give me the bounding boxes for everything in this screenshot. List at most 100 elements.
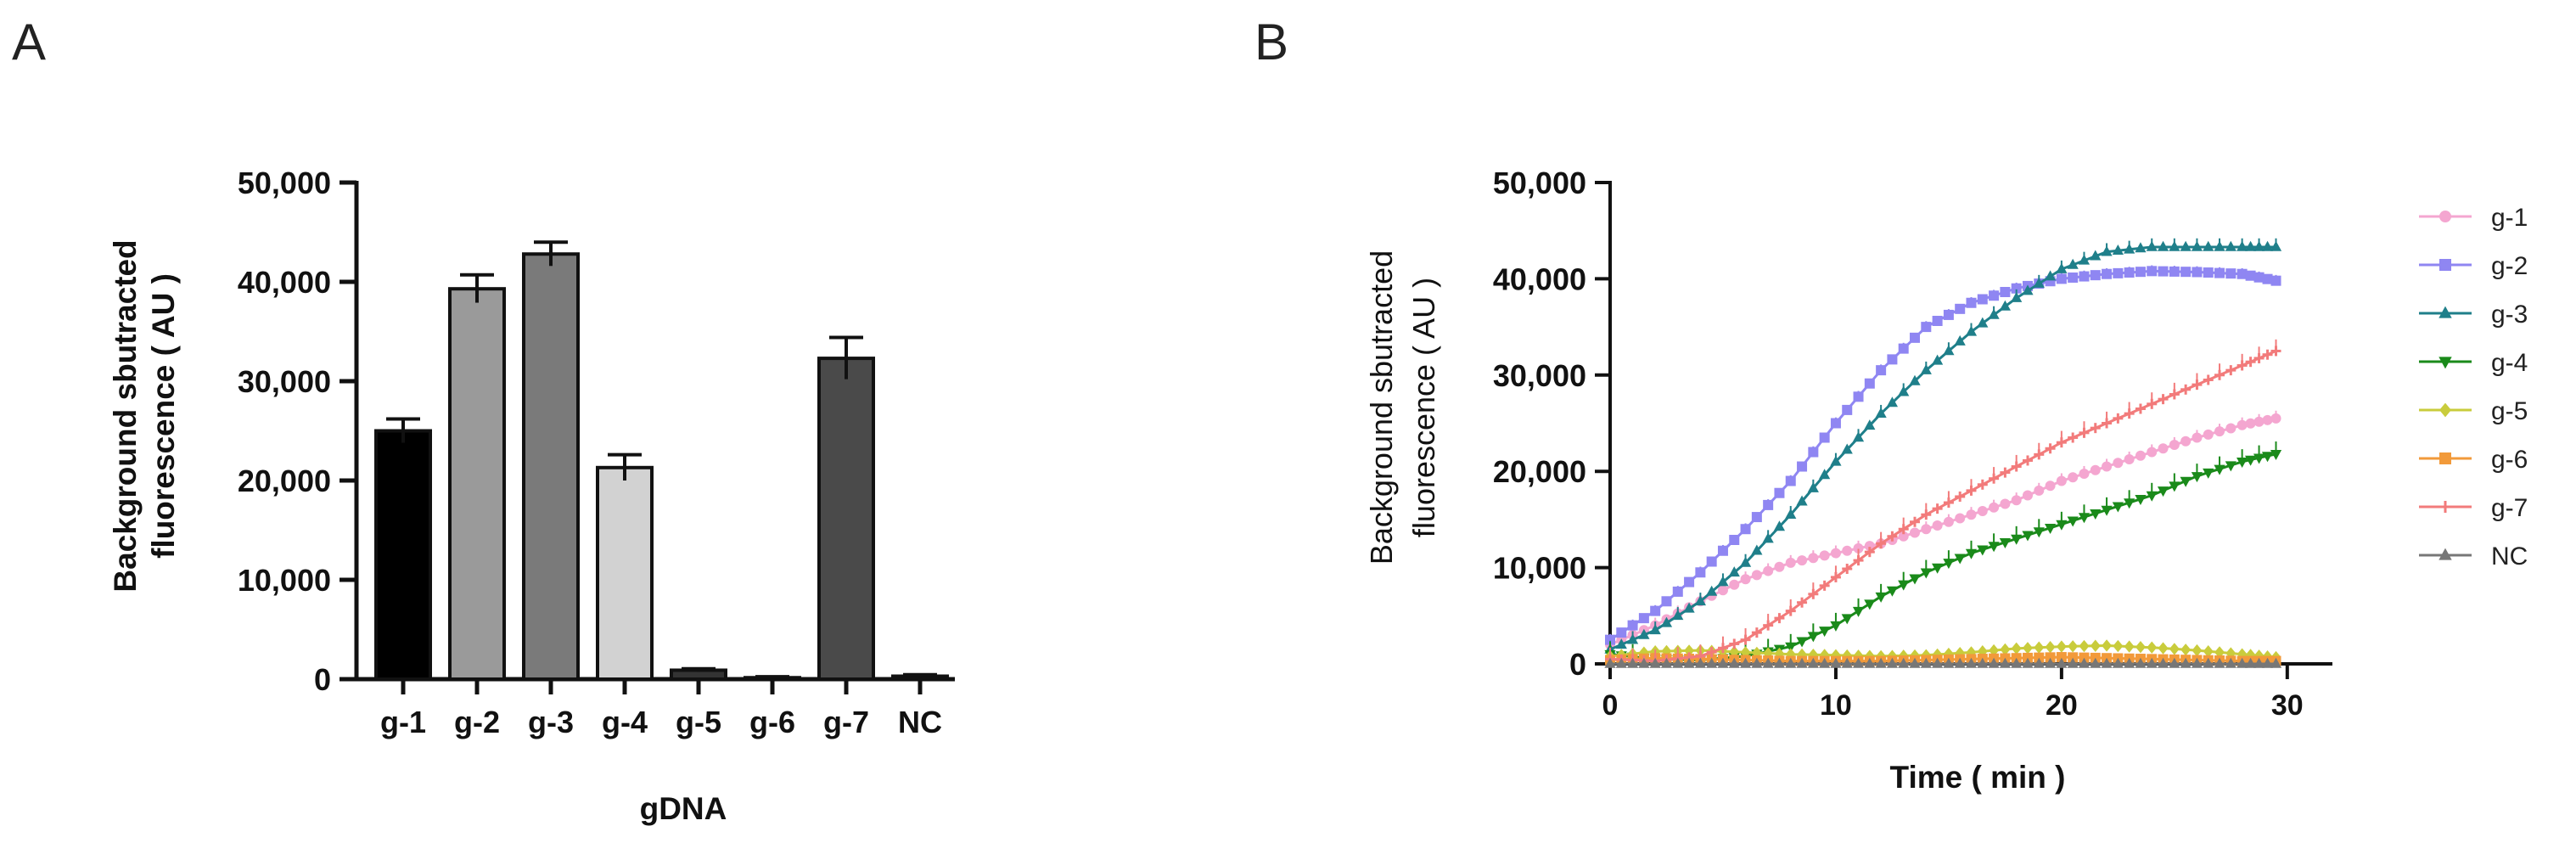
series-point-g-1 [1910, 527, 1921, 538]
series-point-g-2 [1876, 365, 1887, 376]
series-point-g-6 [2079, 652, 2090, 663]
series-point-NC [1886, 657, 1899, 668]
series-point-NC [1604, 657, 1616, 668]
bar-chart-ytick-label: 10,000 [238, 563, 331, 598]
series-point-NC [1717, 657, 1729, 668]
series-point-g-2 [2113, 267, 2124, 278]
series-point-g-2 [2079, 271, 2090, 282]
series-point-g-7 [1966, 485, 1977, 496]
series-point-g-2 [1808, 447, 1819, 458]
series-point-g-2 [2102, 268, 2113, 279]
series-point-g-4 [2261, 452, 2274, 463]
series-point-NC [2169, 657, 2180, 668]
series-point-g-7 [1864, 547, 1875, 558]
series-point-g-1 [2203, 429, 2214, 440]
series-point-g-1 [2253, 416, 2265, 427]
series-point-g-4 [2203, 468, 2214, 479]
series-point-g-5 [1684, 644, 1695, 657]
series-point-g-1 [1774, 561, 1785, 572]
legend-label: g-5 [2491, 397, 2528, 425]
series-point-g-2 [1729, 534, 1740, 545]
series-point-g-4 [1875, 592, 1887, 603]
series-point-NC [1920, 657, 1932, 668]
series-point-g-3 [2203, 240, 2214, 251]
series-point-NC [2214, 657, 2225, 668]
series-point-g-4 [1898, 580, 1910, 591]
series-point-g-1 [1751, 570, 1762, 581]
series-point-g-4 [1999, 538, 2011, 549]
bar-chart-ytick-label: 40,000 [238, 265, 331, 300]
series-point-g-5 [1785, 648, 1796, 660]
series-point-NC [1785, 657, 1797, 668]
series-point-g-1 [1717, 585, 1728, 596]
series-point-g-4 [2124, 498, 2135, 509]
series-point-NC [1807, 657, 1819, 668]
series-point-g-1 [2169, 440, 2180, 451]
legend-swatch-marker [2439, 211, 2451, 222]
legend: g-1 g-2 g-3 g-4 g-5 g-6 g-7 NC [2419, 204, 2528, 570]
series-point-g-2 [2262, 273, 2273, 284]
series-point-g-1 [2022, 490, 2033, 501]
series-point-g-4 [1841, 614, 1853, 625]
series-point-g-7 [2090, 423, 2101, 434]
series-point-g-7 [2180, 384, 2192, 395]
legend-swatch-marker [2439, 548, 2452, 560]
series-point-g-7 [2056, 437, 2067, 448]
series-point-g-7 [2262, 349, 2273, 360]
series-point-g-1 [2045, 481, 2056, 492]
series-point-g-2 [2124, 267, 2135, 278]
series-point-NC [2056, 657, 2068, 668]
series-point-g-4 [1785, 642, 1797, 653]
series-point-g-2 [1605, 634, 1615, 645]
bar-chart-ylabel-line2: fluorescence ( AU ) [146, 273, 181, 559]
series-point-NC [1694, 657, 1706, 668]
series-point-g-7 [1989, 473, 2000, 484]
series-point-g-3 [2078, 254, 2091, 265]
series-point-g-2 [1672, 586, 1683, 597]
line-chart-panel-b: Background sbutracted fluorescence ( AU … [1364, 166, 2528, 795]
series-point-g-2 [1763, 499, 1774, 510]
series-point-g-4 [2022, 531, 2034, 542]
series-point-g-5 [2000, 643, 2011, 656]
series-point-g-2 [1955, 303, 1966, 314]
bar-chart-xtick-label: NC [898, 705, 942, 739]
series-point-g-1 [1729, 579, 1740, 590]
bar-chart-xtick-label: g-4 [602, 705, 648, 739]
series-point-g-2 [1774, 487, 1785, 498]
legend-label: NC [2491, 542, 2528, 570]
series-point-NC [2261, 657, 2274, 668]
series-point-g-7 [1785, 605, 1796, 616]
legend-label: g-4 [2491, 349, 2528, 377]
series-point-g-3 [1638, 628, 1650, 639]
series-point-g-5 [2214, 646, 2225, 659]
series-point-g-5 [2011, 642, 2022, 655]
legend-item-g-4: g-4 [2419, 349, 2528, 377]
series-point-g-3 [2033, 277, 2045, 288]
series-point-g-1 [1921, 524, 1932, 535]
series-point-g-1 [1966, 509, 1977, 520]
series-point-g-3 [1898, 385, 1910, 396]
series-point-g-3 [1785, 509, 1797, 520]
series-point-g-5 [2045, 640, 2056, 654]
series-point-g-1 [2000, 498, 2011, 509]
series-point-g-5 [2192, 643, 2203, 657]
series-point-g-1 [1943, 516, 1954, 527]
series-point-g-4 [1965, 548, 1978, 559]
series-point-g-2 [1864, 378, 1875, 389]
series-point-g-1 [2068, 472, 2079, 483]
series-point-g-7 [1763, 620, 1774, 631]
series-point-g-7 [2135, 403, 2146, 414]
series-point-g-2 [2253, 272, 2265, 283]
legend-item-NC: NC [2419, 542, 2528, 570]
bar-chart-ytick-label: 50,000 [238, 166, 331, 200]
legend-swatch-marker [2439, 259, 2451, 271]
series-point-g-3 [1762, 532, 1774, 543]
series-point-NC [1999, 657, 2011, 668]
series-point-NC [2146, 657, 2158, 668]
series-point-g-4 [1830, 621, 1842, 632]
legend-label: g-2 [2491, 252, 2528, 280]
series-point-g-7 [1808, 588, 1819, 599]
series-point-g-3 [1649, 624, 1661, 635]
series-point-g-2 [1842, 404, 1853, 415]
series-point-g-2 [2192, 267, 2203, 278]
